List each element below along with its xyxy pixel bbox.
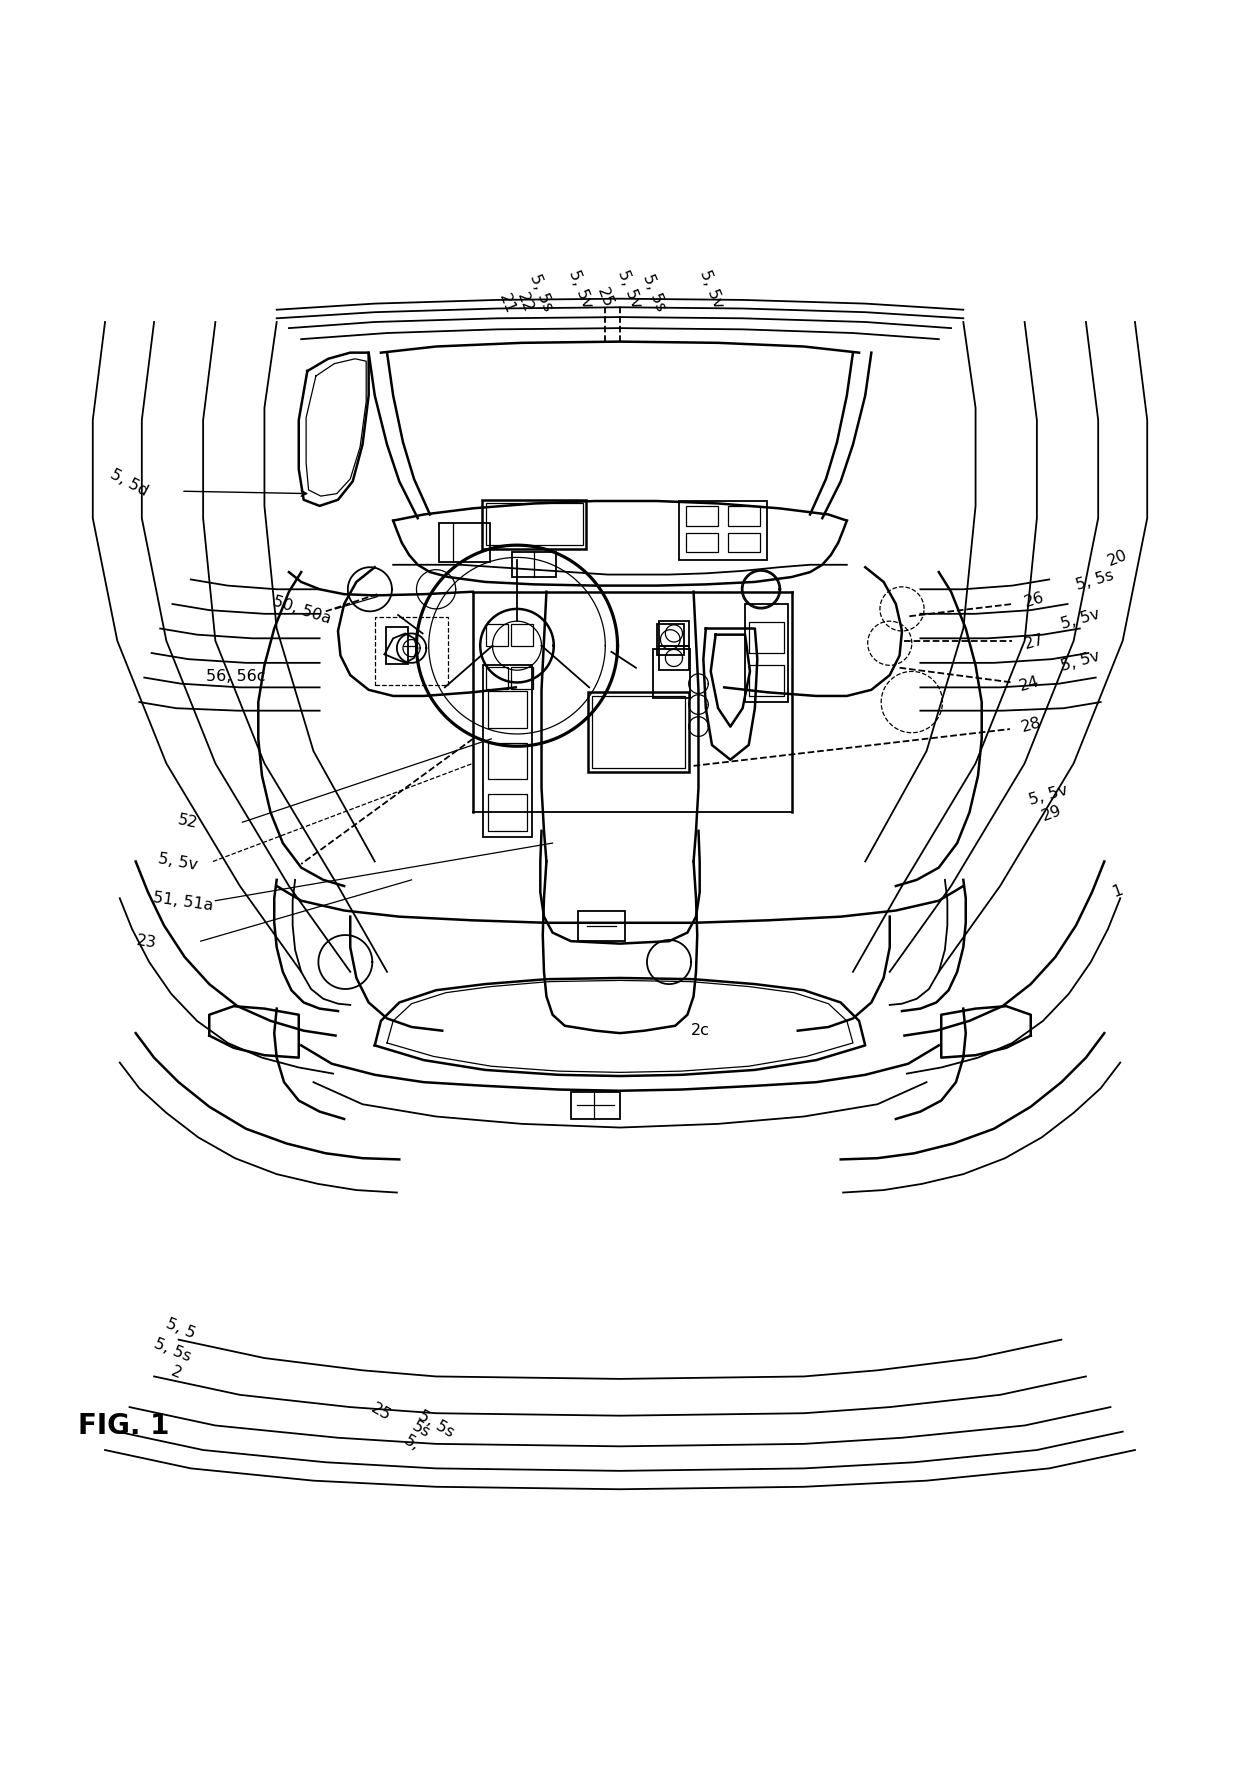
Text: 5, 5s: 5, 5s bbox=[640, 271, 668, 314]
Text: 5s: 5s bbox=[409, 1418, 433, 1440]
Bar bbox=[578, 911, 625, 941]
Text: 5, 5d: 5, 5d bbox=[108, 466, 150, 498]
Text: 56, 56c: 56, 56c bbox=[206, 668, 265, 683]
Bar bbox=[749, 667, 784, 697]
Bar bbox=[511, 667, 533, 690]
Bar bbox=[511, 624, 533, 647]
Bar bbox=[749, 622, 784, 654]
Text: 5, 5v: 5, 5v bbox=[567, 268, 595, 310]
Bar bbox=[678, 502, 768, 560]
Bar bbox=[686, 534, 718, 553]
Bar bbox=[482, 500, 587, 550]
Text: 29: 29 bbox=[1039, 803, 1064, 823]
Text: 2c: 2c bbox=[691, 1023, 711, 1037]
Bar bbox=[588, 693, 688, 773]
Text: 5, 5: 5, 5 bbox=[164, 1316, 198, 1340]
Text: 5,: 5, bbox=[402, 1433, 422, 1454]
Bar bbox=[745, 605, 787, 702]
Text: 26: 26 bbox=[1022, 590, 1045, 610]
Text: 1: 1 bbox=[1111, 881, 1125, 899]
Text: 5, 5v: 5, 5v bbox=[1059, 606, 1101, 631]
Text: 5, 5v: 5, 5v bbox=[698, 268, 727, 310]
Bar bbox=[686, 507, 718, 527]
Text: 50, 50a: 50, 50a bbox=[270, 592, 332, 626]
Bar bbox=[439, 523, 490, 564]
Text: 2: 2 bbox=[169, 1363, 184, 1381]
Text: 25: 25 bbox=[594, 285, 616, 309]
Bar bbox=[486, 504, 583, 546]
Bar bbox=[386, 628, 408, 665]
Text: 25: 25 bbox=[368, 1399, 393, 1422]
Text: 5, 5v: 5, 5v bbox=[615, 268, 645, 310]
Text: FIG. 1: FIG. 1 bbox=[78, 1411, 170, 1440]
Text: 5, 5s: 5, 5s bbox=[415, 1408, 456, 1440]
Text: 5, 5v: 5, 5v bbox=[1059, 649, 1101, 674]
Bar bbox=[728, 507, 760, 527]
Bar bbox=[591, 697, 684, 769]
Text: 51, 51a: 51, 51a bbox=[151, 890, 215, 913]
Text: 22: 22 bbox=[513, 289, 536, 314]
Bar bbox=[657, 624, 683, 656]
Bar bbox=[374, 619, 449, 686]
Bar bbox=[660, 647, 688, 670]
Text: 5, 5s: 5, 5s bbox=[1074, 567, 1115, 592]
Bar bbox=[512, 553, 557, 578]
Text: 21: 21 bbox=[496, 291, 518, 316]
Bar bbox=[486, 624, 508, 647]
Bar bbox=[482, 667, 532, 837]
Text: 52: 52 bbox=[176, 812, 200, 832]
Text: 5, 5s: 5, 5s bbox=[527, 271, 556, 314]
Bar bbox=[728, 534, 760, 553]
Text: 24: 24 bbox=[1017, 674, 1040, 693]
Text: 27: 27 bbox=[1022, 631, 1045, 651]
Text: 20: 20 bbox=[1106, 548, 1130, 569]
Text: 5, 5s: 5, 5s bbox=[151, 1335, 193, 1363]
Bar bbox=[660, 622, 688, 647]
Bar bbox=[653, 651, 689, 699]
Bar bbox=[570, 1092, 620, 1119]
Text: 5, 5v: 5, 5v bbox=[156, 851, 198, 872]
Bar bbox=[486, 667, 508, 690]
Text: 28: 28 bbox=[1019, 715, 1043, 734]
Bar bbox=[487, 743, 527, 780]
Bar bbox=[487, 691, 527, 729]
Text: 5, 5v: 5, 5v bbox=[1027, 782, 1070, 807]
Text: 23: 23 bbox=[135, 933, 157, 950]
Bar bbox=[487, 794, 527, 832]
